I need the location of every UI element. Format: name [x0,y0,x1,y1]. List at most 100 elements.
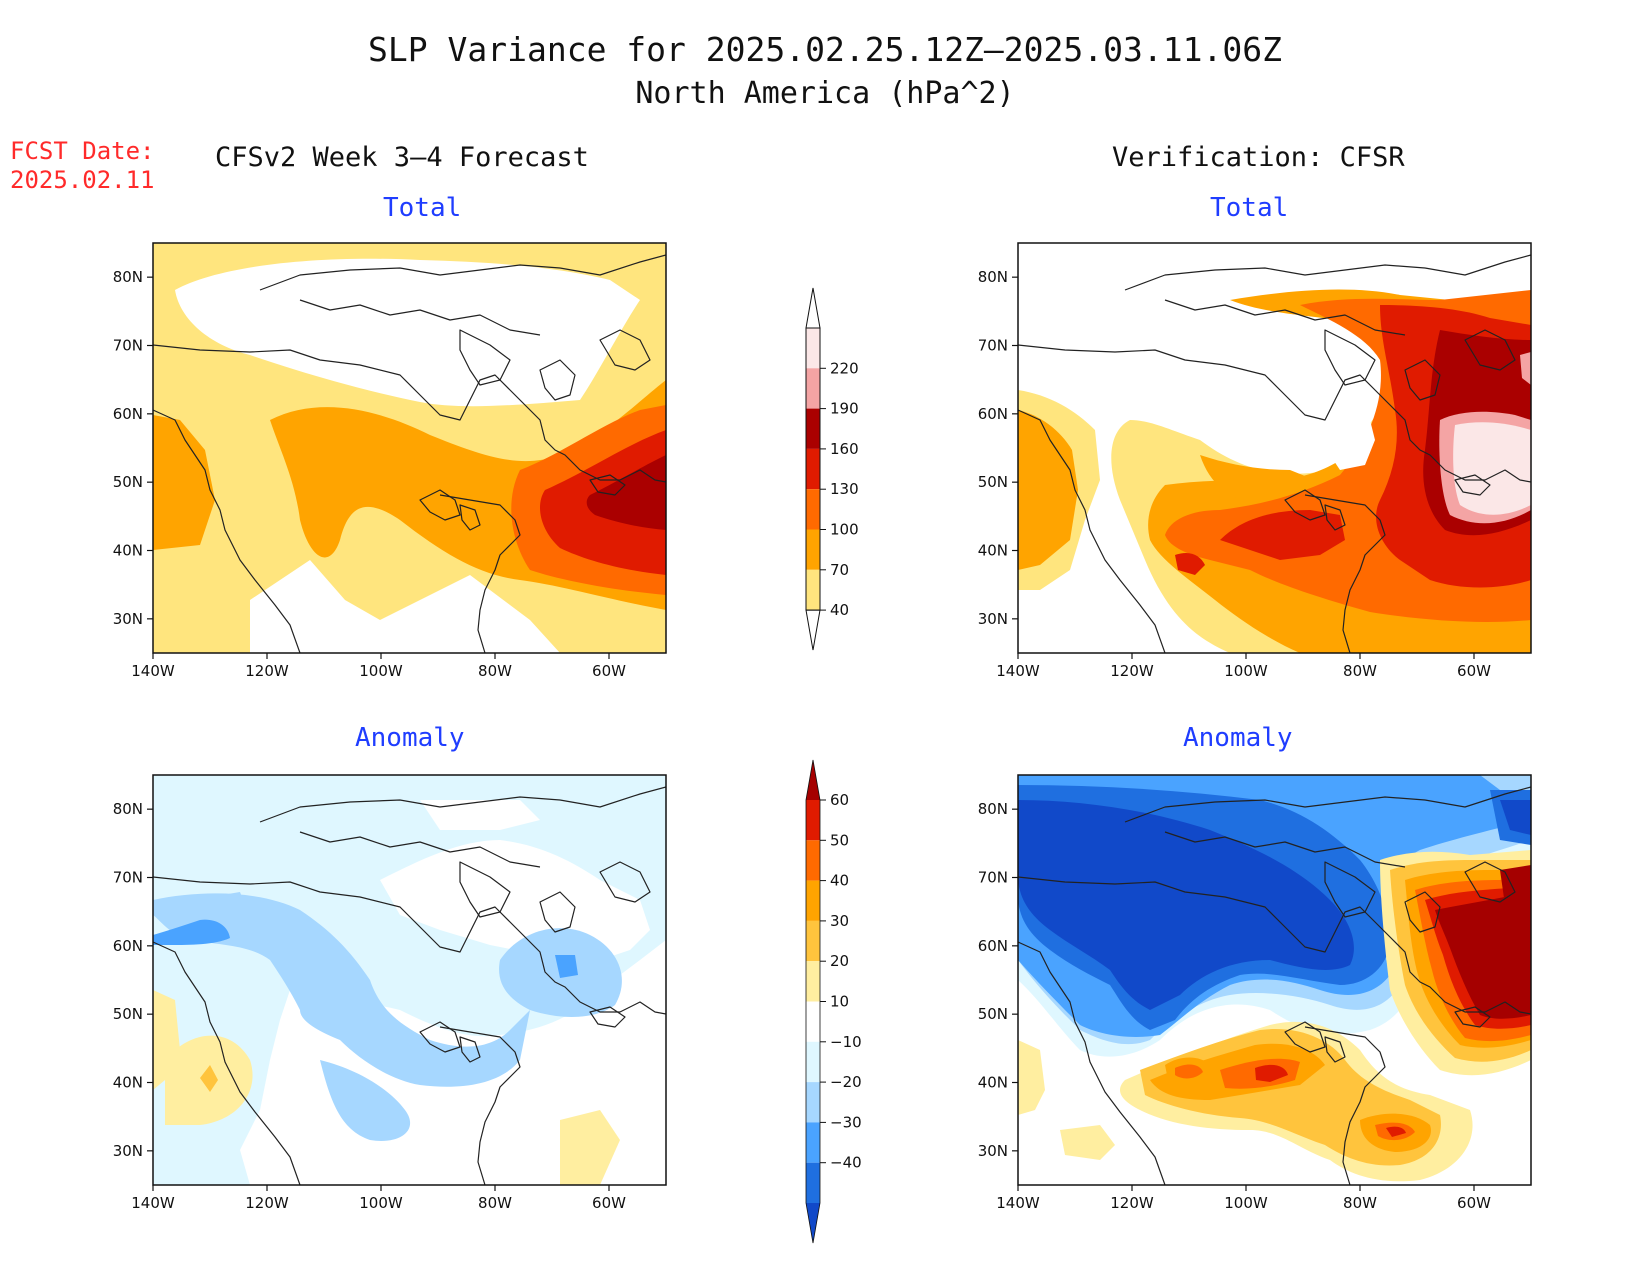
colorbar-anomaly-swatch [806,1162,820,1203]
colorbar-total: 220 190 160 130 100 70 40 [805,287,859,651]
colorbar-total-swatch [806,408,820,449]
colorbar-anomaly-label: 10 [830,993,849,1011]
fcst-anomaly-title: Anomaly [355,723,465,753]
colorbar-anomaly-swatch [806,961,820,1002]
colorbar-anomaly-label: 40 [830,872,849,890]
lon-label: 60W [592,1194,626,1212]
colorbar-total-label: 160 [830,440,859,458]
lat-label: 60N [978,405,1008,423]
lat-label: 60N [978,937,1008,955]
lat-label: 40N [113,1074,143,1092]
lat-label: 50N [978,473,1008,491]
colorbar-anomaly-label: −30 [830,1113,862,1131]
colorbar-anomaly-swatch [806,1122,820,1163]
lon-label: 60W [1457,1194,1491,1212]
lat-label: 70N [113,869,143,887]
verif-anomaly-title: Anomaly [1183,723,1293,753]
colorbar-anomaly-swatch [806,840,820,881]
lat-label: 40N [978,1074,1008,1092]
colorbar-anomaly-label: 30 [830,912,849,930]
lon-label: 80W [1343,1194,1377,1212]
lat-label: 60N [113,405,143,423]
right-column-title: Verification: CFSR [1112,142,1405,173]
lon-label: 100W [359,1194,403,1212]
colorbar-anomaly-label: −40 [830,1154,862,1172]
lat-label: 50N [113,473,143,491]
fcst-date-value: 2025.02.11 [10,166,155,194]
fcst-total-frame [152,242,667,654]
colorbar-anomaly-outline [805,759,821,1244]
lon-label: 120W [245,662,289,680]
lon-label: 140W [131,1194,175,1212]
fcst-total-title: Total [383,193,462,223]
colorbar-total-label: 190 [830,400,859,418]
fcst-anomaly-frame [152,774,667,1186]
colorbar-total-label: 220 [830,359,859,377]
lon-label: 140W [996,662,1040,680]
colorbar-anomaly-label: 50 [830,831,849,849]
colorbar-total-bottom-tip [805,609,821,651]
lon-label: 100W [359,662,403,680]
colorbar-total-swatch [806,368,820,409]
colorbar-total-swatch [806,448,820,490]
colorbar-anomaly-swatch [806,800,820,841]
colorbar-total-swatch [806,328,820,369]
axis-ticks [147,276,1475,1191]
lon-label: 80W [1343,662,1377,680]
verif-total-title: Total [1210,193,1289,223]
colorbar-total-swatch [806,529,820,570]
verif-total-frame [1017,242,1532,654]
colorbar-anomaly-label: −10 [830,1033,862,1051]
lat-label: 70N [978,869,1008,887]
colorbar-anomaly-swatch [806,880,820,921]
lat-label: 40N [113,542,143,560]
lat-label: 30N [113,610,143,628]
verif-anomaly-map [1018,775,1531,1185]
axis-labels: 80N 70N 60N 50N 40N 30N 140W 120W 100W 80W 60W 80N 7… [113,268,1491,1212]
colorbar-anomaly-swatch [806,1082,820,1123]
colorbar-total-label: 70 [830,561,849,579]
colorbar-anomaly-swatch [806,920,820,962]
lon-label: 120W [1110,1194,1154,1212]
fcst-anomaly-map [153,775,666,1185]
lat-label: 30N [978,1142,1008,1160]
colorbar-total-swatch [806,569,820,611]
main-subtitle: North America (hPa^2) [635,76,1015,111]
lat-label: 30N [113,1142,143,1160]
lat-label: 70N [113,337,143,355]
coastlines [153,254,1531,1185]
main-title: SLP Variance for 2025.02.25.12Z–2025.03.… [368,30,1282,69]
lat-label: 50N [978,1005,1008,1023]
lon-label: 140W [131,662,175,680]
colorbar-anomaly-swatch [806,1001,820,1042]
colorbar-total-outline [805,327,821,611]
colorbar-anomaly-label: 60 [830,791,849,809]
colorbar-total-label: 130 [830,480,859,498]
colorbar-total-swatch [806,489,820,530]
colorbar-anomaly-label: 20 [830,952,849,970]
lat-label: 30N [978,610,1008,628]
lat-label: 50N [113,1005,143,1023]
left-column-title: CFSv2 Week 3–4 Forecast [215,142,589,173]
map-frames [152,242,1532,1186]
verif-total-map [1018,243,1531,653]
lat-label: 80N [978,268,1008,286]
colorbar-total-top-tip [805,287,821,329]
lon-label: 60W [592,662,626,680]
colorbar-anomaly-bottom-tip [806,1203,820,1243]
lat-label: 80N [978,800,1008,818]
colorbar-anomaly-label: −20 [830,1073,862,1091]
lon-label: 80W [478,1194,512,1212]
lon-label: 140W [996,1194,1040,1212]
colorbar-anomaly-top-tip [806,760,820,800]
lon-label: 120W [1110,662,1154,680]
colorbar-total-label: 40 [830,601,849,619]
fcst-total-map [153,243,666,653]
lat-label: 80N [113,800,143,818]
fcst-date-label: FCST Date: [10,137,155,165]
lat-label: 80N [113,268,143,286]
lon-label: 100W [1224,1194,1268,1212]
lat-label: 40N [978,542,1008,560]
lon-label: 100W [1224,662,1268,680]
